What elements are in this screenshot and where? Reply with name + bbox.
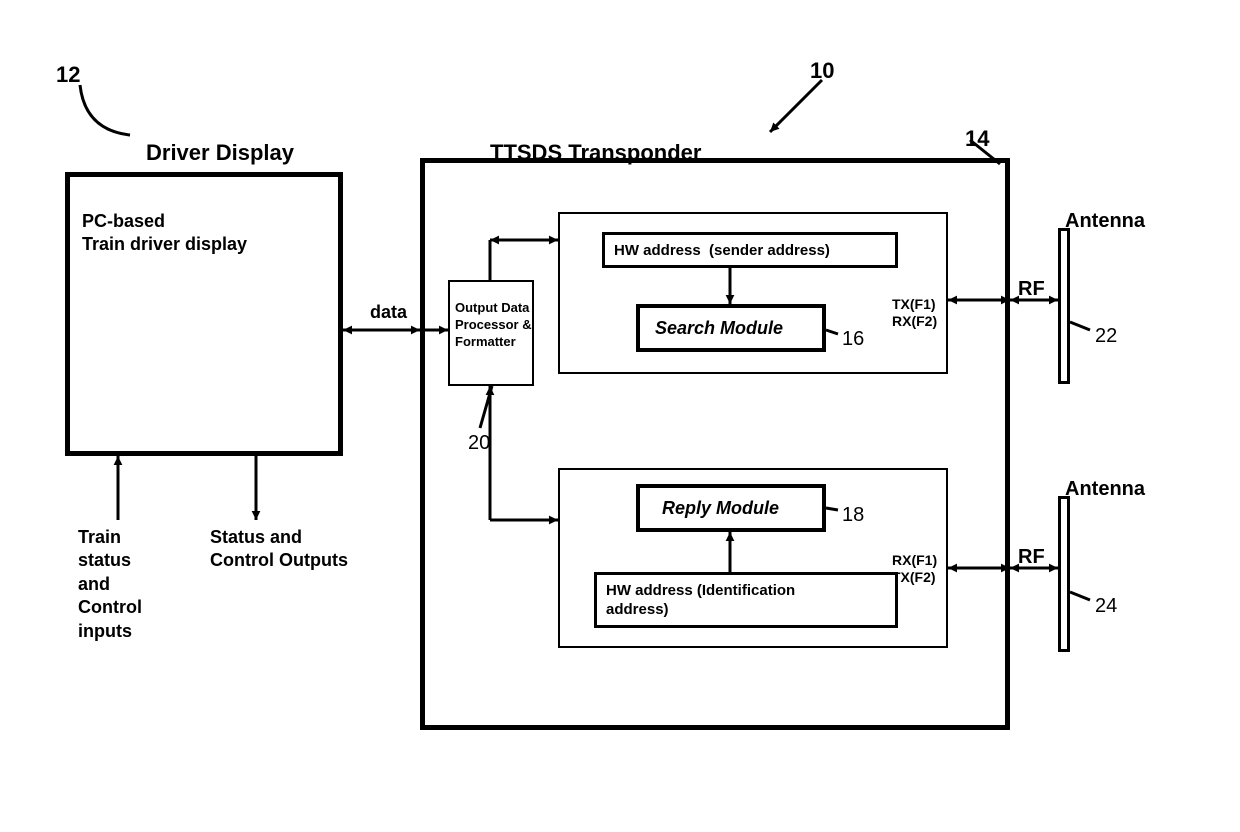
ref-12: 12 — [56, 62, 80, 88]
driver-display-content: PC-based Train driver display — [82, 210, 247, 257]
driver-outputs-label: Status and Control Outputs — [210, 526, 348, 573]
search-hw-address-label: HW address (sender address) — [614, 242, 830, 259]
ref-24: 24 — [1095, 595, 1117, 618]
reply-hw-address-label: HW address (Identification address) — [606, 582, 795, 620]
search-txrx-label: TX(F1) RX(F2) — [892, 296, 937, 330]
reply-module-label: Reply Module — [662, 498, 779, 519]
ref-20: 20 — [468, 432, 490, 455]
data-label: data — [370, 302, 407, 323]
search-module-label: Search Module — [655, 318, 783, 339]
title-transponder: TTSDS Transponder — [490, 140, 701, 166]
ref-14: 14 — [965, 126, 989, 152]
title-antenna-2: Antenna — [1065, 478, 1145, 501]
ref-16: 16 — [842, 328, 864, 351]
ref-10: 10 — [810, 58, 834, 84]
rf-1-label: RF — [1018, 278, 1045, 301]
title-antenna-1: Antenna — [1065, 210, 1145, 233]
antenna-1-bar — [1058, 228, 1070, 384]
title-driver-display: Driver Display — [146, 140, 294, 166]
rf-2-label: RF — [1018, 546, 1045, 569]
ref-18: 18 — [842, 504, 864, 527]
output-data-processor-label: Output Data Processor & Formatter — [455, 300, 532, 351]
diagram-stage: 10 12 14 16 18 20 22 24 Driver Display T… — [0, 0, 1240, 832]
reply-txrx-label: RX(F1) TX(F2) — [892, 552, 937, 586]
antenna-2-bar — [1058, 496, 1070, 652]
driver-inputs-label: Train status and Control inputs — [78, 526, 142, 643]
ref-22: 22 — [1095, 325, 1117, 348]
